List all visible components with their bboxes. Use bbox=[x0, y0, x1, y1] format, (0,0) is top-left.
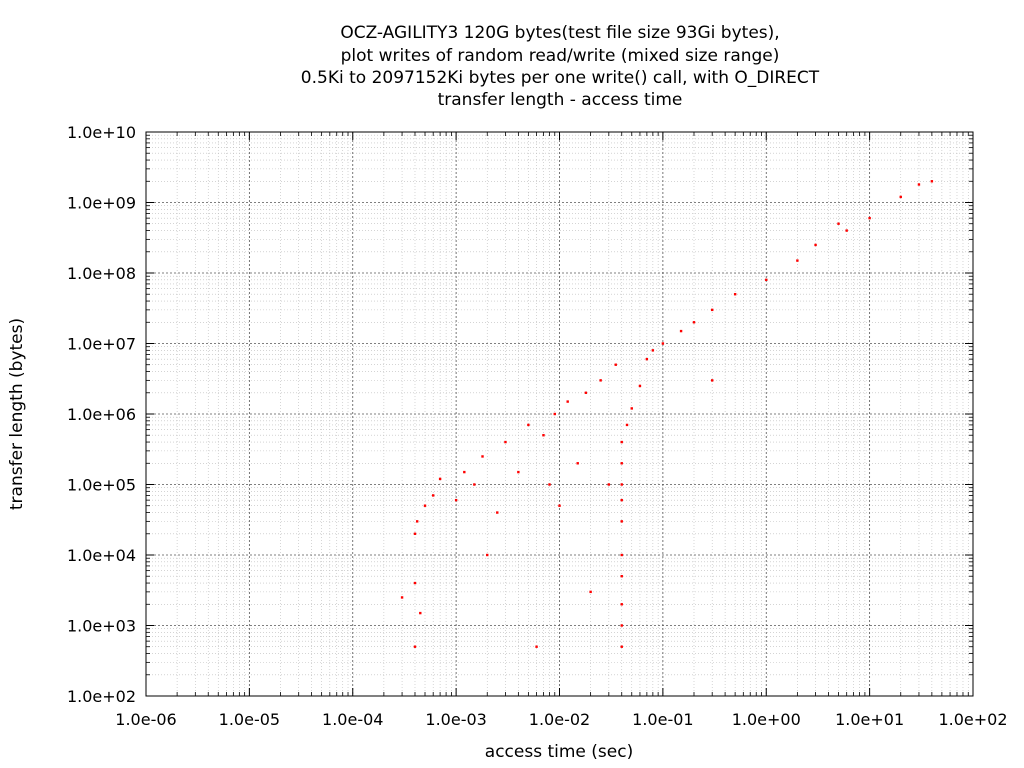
data-point bbox=[930, 180, 934, 183]
data-point bbox=[661, 342, 665, 345]
data-point bbox=[413, 532, 417, 535]
data-point bbox=[438, 477, 442, 481]
data-point bbox=[553, 412, 556, 416]
y-tick-label: 1.0e+07 bbox=[67, 335, 136, 354]
data-point bbox=[419, 611, 422, 615]
data-point bbox=[630, 407, 633, 410]
data-point bbox=[504, 440, 507, 444]
data-point bbox=[796, 259, 799, 262]
data-point bbox=[413, 645, 417, 648]
data-point bbox=[423, 504, 427, 507]
y-tick-label: 1.0e+04 bbox=[67, 546, 136, 565]
data-point bbox=[517, 470, 520, 474]
data-point bbox=[733, 293, 737, 296]
y-tick-label: 1.0e+06 bbox=[67, 405, 136, 424]
data-point bbox=[463, 470, 466, 474]
data-point bbox=[607, 483, 611, 486]
data-point bbox=[558, 504, 561, 507]
data-point bbox=[620, 462, 623, 465]
y-tick-label: 1.0e+10 bbox=[67, 123, 136, 142]
data-point bbox=[431, 494, 435, 497]
data-point bbox=[413, 581, 417, 585]
data-point bbox=[765, 278, 768, 282]
data-point bbox=[584, 391, 588, 394]
data-point bbox=[496, 511, 499, 514]
data-point bbox=[589, 590, 592, 594]
data-point bbox=[651, 349, 655, 352]
data-point bbox=[415, 520, 419, 523]
x-tick-label: 1.0e-06 bbox=[115, 710, 176, 729]
chart-title-line-2: plot writes of random read/write (mixed … bbox=[341, 46, 780, 66]
data-point bbox=[620, 498, 623, 502]
data-point bbox=[473, 483, 476, 486]
data-point bbox=[645, 357, 649, 361]
data-point bbox=[620, 645, 623, 648]
x-tick-labels: 1.0e-06 1.0e-05 1.0e-04 1.0e-03 1.0e-02 1.0e-… bbox=[115, 710, 1007, 729]
x-tick-label: 1.0e-01 bbox=[632, 710, 693, 729]
x-tick-label: 1.0e+01 bbox=[835, 710, 904, 729]
y-tick-labels: 1.0e+02 1.0e+03 1.0e+04 1.0e+05 1.0e+06 1.0e+… bbox=[67, 123, 136, 706]
data-point bbox=[614, 363, 617, 366]
data-point bbox=[542, 434, 545, 437]
x-tick-label: 1.0e+00 bbox=[732, 710, 801, 729]
data-point bbox=[454, 498, 458, 502]
data-point bbox=[917, 183, 921, 186]
x-tick-label: 1.0e-05 bbox=[219, 710, 280, 729]
data-point bbox=[814, 243, 817, 247]
y-tick-label: 1.0e+03 bbox=[67, 617, 136, 636]
x-tick-label: 1.0e-04 bbox=[322, 710, 383, 729]
data-point bbox=[535, 645, 538, 648]
data-point bbox=[620, 520, 623, 523]
x-tick-label: 1.0e-03 bbox=[425, 710, 486, 729]
data-point bbox=[620, 624, 623, 627]
y-tick-label: 1.0e+02 bbox=[67, 687, 136, 706]
data-point bbox=[486, 553, 489, 557]
data-point bbox=[576, 462, 579, 465]
chart-title-line-3: 0.5Ki to 2097152Ki bytes per one write()… bbox=[301, 68, 820, 88]
chart-title-line-4: transfer length - access time bbox=[438, 90, 683, 110]
data-point bbox=[481, 455, 484, 458]
data-points bbox=[400, 180, 934, 648]
chart-title: OCZ-AGILITY3 120G bytes(test file size 9… bbox=[301, 23, 820, 110]
data-point bbox=[638, 384, 642, 388]
data-point bbox=[837, 222, 840, 225]
data-point bbox=[620, 553, 623, 557]
data-point bbox=[599, 379, 602, 382]
data-point bbox=[710, 379, 714, 382]
data-point bbox=[548, 483, 551, 486]
data-point bbox=[845, 229, 848, 232]
data-point bbox=[620, 483, 623, 486]
y-tick-label: 1.0e+08 bbox=[67, 264, 136, 283]
data-point bbox=[868, 216, 871, 220]
data-point bbox=[527, 423, 530, 427]
data-point bbox=[899, 195, 902, 199]
data-point bbox=[400, 596, 404, 599]
data-point bbox=[566, 400, 569, 403]
data-point bbox=[692, 321, 696, 324]
y-tick-label: 1.0e+09 bbox=[67, 194, 136, 213]
x-tick-label: 1.0e+02 bbox=[938, 710, 1007, 729]
data-point bbox=[620, 440, 623, 444]
data-point bbox=[620, 603, 623, 606]
axis-ticks bbox=[145, 131, 974, 697]
chart-title-line-1: OCZ-AGILITY3 120G bytes(test file size 9… bbox=[340, 23, 779, 43]
x-axis-label: access time (sec) bbox=[485, 742, 633, 762]
x-tick-label: 1.0e-02 bbox=[529, 710, 590, 729]
data-point bbox=[679, 329, 683, 333]
data-point bbox=[625, 423, 629, 427]
y-tick-label: 1.0e+05 bbox=[67, 476, 136, 495]
y-axis-label: transfer length (bytes) bbox=[7, 318, 27, 510]
data-point bbox=[710, 308, 714, 312]
grid bbox=[145, 131, 974, 697]
data-point bbox=[620, 575, 623, 578]
